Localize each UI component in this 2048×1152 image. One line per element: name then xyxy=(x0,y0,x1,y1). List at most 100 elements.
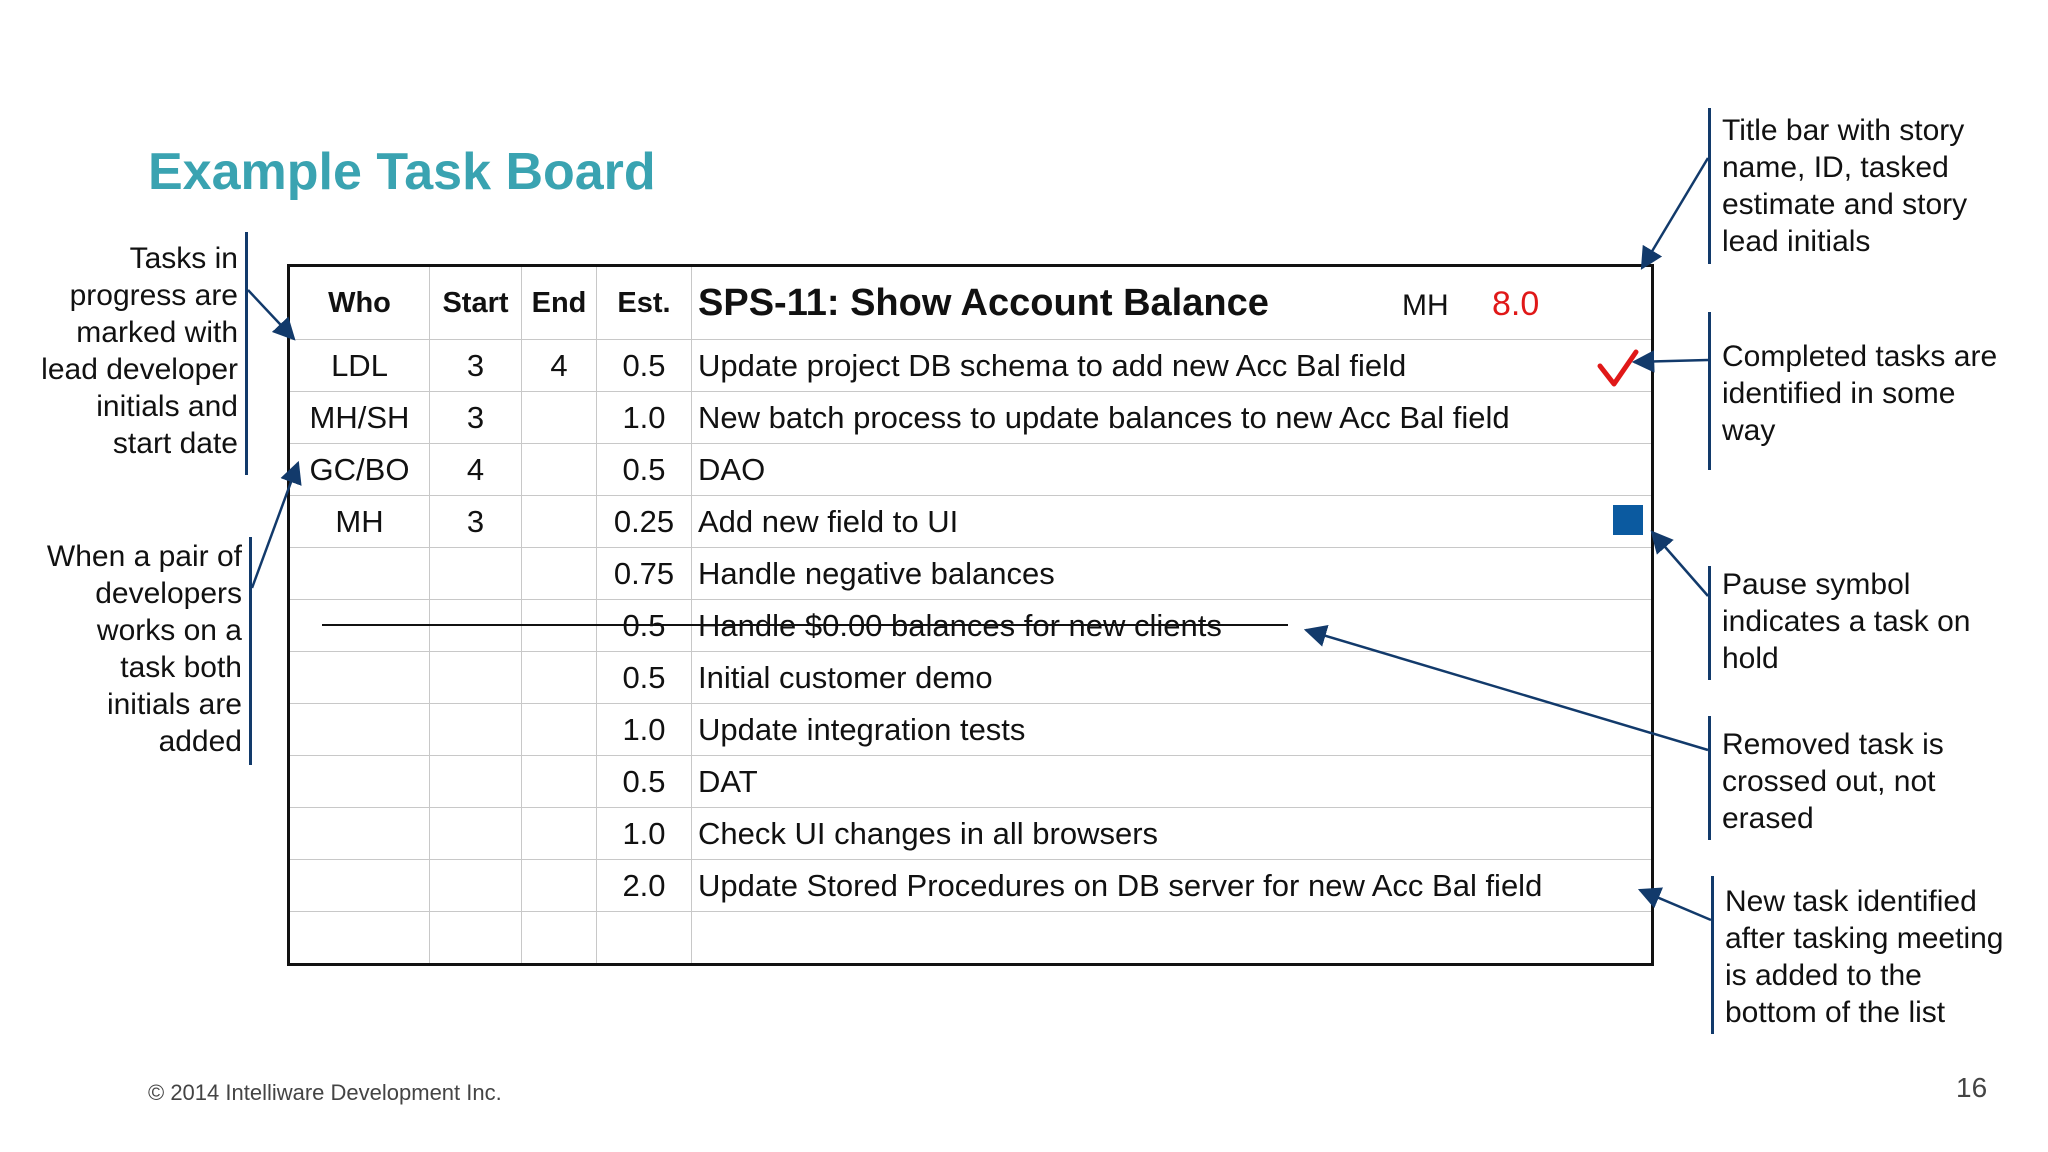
task-row: MH/SH 3 1.0 New batch process to update bal… xyxy=(288,391,1653,444)
pause-icon xyxy=(1613,505,1643,535)
story-estimate: 8.0 xyxy=(1492,285,1540,323)
cell-end xyxy=(521,547,597,600)
cell-who: LDL xyxy=(288,339,430,392)
header-start: Start xyxy=(429,265,522,340)
note-removed-bar xyxy=(1708,716,1711,840)
note-completed-bar xyxy=(1708,312,1711,470)
note-line: name, ID, tasked xyxy=(1722,151,1949,184)
cell-who xyxy=(288,859,430,912)
slide-title: Example Task Board xyxy=(148,143,656,201)
note-pair-bar xyxy=(249,537,252,765)
note-line: Completed tasks are xyxy=(1722,340,1998,373)
note-line: works on a xyxy=(96,614,242,647)
note-line: Title bar with story xyxy=(1722,114,1965,147)
cell-task: Update project DB schema to add new Acc … xyxy=(691,339,1653,392)
header-row: Who Start End Est. SPS-11: Show Account … xyxy=(288,265,1653,340)
note-line: estimate and story xyxy=(1722,188,1968,221)
task-row: 1.0 Update integration tests xyxy=(288,703,1653,756)
cell-end xyxy=(521,443,597,496)
cell-start: 4 xyxy=(429,443,522,496)
cell-who xyxy=(288,807,430,860)
header-end: End xyxy=(521,265,597,340)
note-in-progress-bar xyxy=(245,232,248,475)
cell-est: 0.5 xyxy=(596,755,692,808)
task-row: 0.5 DAT xyxy=(288,755,1653,808)
note-line: developers xyxy=(95,577,242,610)
note-line: Tasks in xyxy=(129,242,238,275)
note-line: start date xyxy=(112,427,238,460)
cell-est: 0.25 xyxy=(596,495,692,548)
task-row-removed: 0.5 Handle $0.00 balances for new clients xyxy=(288,599,1653,652)
arrow-removed xyxy=(1303,625,1709,752)
cell-who: GC/BO xyxy=(288,443,430,496)
cell-task: Update integration tests xyxy=(691,703,1653,756)
cell-end: 4 xyxy=(521,339,597,392)
note-line: New task identified xyxy=(1725,885,1977,918)
cell-end xyxy=(521,651,597,704)
note-line: lead developer xyxy=(41,353,238,386)
cell-est: 1.0 xyxy=(596,391,692,444)
arrow-title-bar xyxy=(1640,157,1710,270)
task-row: 1.0 Check UI changes in all browsers xyxy=(288,807,1653,860)
note-line: progress are xyxy=(69,279,238,312)
note-line: When a pair of xyxy=(46,540,242,573)
cell-start: 3 xyxy=(429,495,522,548)
cell-start xyxy=(429,547,522,600)
cell-who xyxy=(288,651,430,704)
note-line: Pause symbol xyxy=(1722,568,1911,601)
note-pair: When a pair of developers works on a tas… xyxy=(20,538,242,760)
note-line: initials and xyxy=(96,390,238,423)
note-new-task-bar xyxy=(1711,876,1714,1034)
arrow-pair xyxy=(250,460,302,589)
note-line: task both xyxy=(120,651,242,684)
arrow-new-task xyxy=(1637,887,1712,922)
note-line: initials are xyxy=(106,688,242,721)
note-pause-bar xyxy=(1708,566,1711,680)
story-title-bar: SPS-11: Show Account Balance MH 8.0 xyxy=(691,265,1653,340)
note-line: lead initials xyxy=(1722,225,1871,258)
note-line: indicates a task on xyxy=(1722,605,1971,638)
copyright-footer: © 2014 Intelliware Development Inc. xyxy=(148,1080,502,1105)
cell-est xyxy=(596,911,692,965)
story-title: SPS-11: Show Account Balance xyxy=(698,281,1269,324)
checkmark-icon xyxy=(1597,349,1639,387)
note-line: added xyxy=(158,725,242,758)
note-line: erased xyxy=(1722,802,1814,835)
cell-end xyxy=(521,391,597,444)
note-line: identified in some xyxy=(1722,377,1956,410)
cell-est: 0.5 xyxy=(596,339,692,392)
arrow-in-progress xyxy=(247,289,296,341)
note-line: crossed out, not xyxy=(1722,765,1936,798)
note-line: after tasking meeting xyxy=(1725,922,2004,955)
note-line: Removed task is xyxy=(1722,728,1944,761)
cell-est: 2.0 xyxy=(596,859,692,912)
note-title-bar: Title bar with story name, ID, tasked es… xyxy=(1722,112,2032,260)
cell-who xyxy=(288,547,430,600)
note-line: hold xyxy=(1722,642,1779,675)
page-number: 16 xyxy=(1956,1072,1988,1103)
note-line: way xyxy=(1722,414,1776,447)
cell-who xyxy=(288,703,430,756)
cell-task: New batch process to update balances to … xyxy=(691,391,1653,444)
cell-end xyxy=(521,859,597,912)
header-est: Est. xyxy=(596,265,692,340)
note-pause: Pause symbol indicates a task on hold xyxy=(1722,566,2032,677)
arrow-completed xyxy=(1631,350,1709,373)
cell-start xyxy=(429,911,522,965)
cell-end xyxy=(521,495,597,548)
note-in-progress: Tasks in progress are marked with lead d… xyxy=(20,240,238,462)
cell-task: Check UI changes in all browsers xyxy=(691,807,1653,860)
note-line: bottom of the list xyxy=(1725,996,1946,1029)
cell-task: Update Stored Procedures on DB server fo… xyxy=(691,859,1653,912)
story-lead-initials: MH xyxy=(1402,289,1449,322)
note-removed: Removed task is crossed out, not erased xyxy=(1722,726,2032,837)
task-board: Who Start End Est. SPS-11: Show Account … xyxy=(287,264,1654,966)
task-row: LDL 3 4 0.5 Update project DB schema to add … xyxy=(288,339,1653,392)
cell-end xyxy=(521,703,597,756)
task-row-blank xyxy=(288,911,1653,965)
cell-task xyxy=(691,911,1653,965)
note-completed: Completed tasks are identified in some w… xyxy=(1722,338,2042,449)
task-row: 2.0 Update Stored Procedures on DB server… xyxy=(288,859,1653,912)
note-line: marked with xyxy=(76,316,238,349)
